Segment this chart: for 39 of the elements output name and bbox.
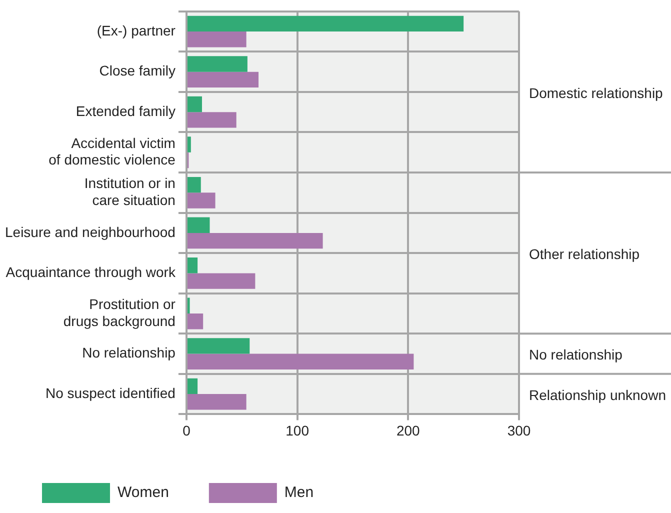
bar	[187, 56, 248, 72]
y-tick-label: No relationship	[82, 344, 176, 361]
bar	[187, 72, 259, 88]
y-tick-label: Extended family	[76, 102, 176, 119]
bar	[187, 338, 250, 354]
legend-label: Women	[118, 484, 169, 502]
bar	[187, 112, 236, 128]
y-tick-label: Close family	[99, 62, 176, 79]
bar	[187, 96, 202, 112]
text: Other relationship	[529, 246, 640, 262]
text: Domestic relationship	[529, 84, 664, 101]
x-tick-label: 100	[286, 422, 310, 438]
bar	[187, 32, 246, 48]
bar	[187, 232, 323, 249]
text: No relationship	[529, 346, 623, 363]
y-tick-label: No suspect identified	[46, 384, 176, 401]
x-tick-label: 200	[396, 422, 420, 438]
y-tick-label: Leisure and neighbourhood	[4, 224, 176, 240]
legend-label: Men	[284, 484, 314, 502]
bar	[187, 176, 201, 193]
bar	[187, 378, 198, 394]
y-tick-label: Acquaintance through work	[6, 264, 176, 280]
bar	[187, 258, 198, 274]
bar	[187, 273, 256, 289]
y-tick-label: Institution or in care situation	[84, 175, 176, 208]
y-tick-label: (Ex-) partner	[96, 22, 176, 38]
x-tick-label: 0	[182, 422, 191, 438]
bar	[187, 192, 216, 208]
bar	[187, 298, 190, 314]
y-tick-label: Accidental victim of domestic violence	[48, 134, 176, 168]
bar	[187, 394, 246, 410]
bar	[187, 314, 204, 330]
bar	[187, 217, 210, 233]
text: Relationship unknown	[529, 386, 666, 403]
bar	[187, 136, 191, 152]
bar	[187, 354, 414, 370]
y-tick-label: Prostitution or drugs background	[63, 296, 176, 329]
x-tick-label: 300	[507, 422, 531, 438]
bar	[187, 16, 464, 32]
